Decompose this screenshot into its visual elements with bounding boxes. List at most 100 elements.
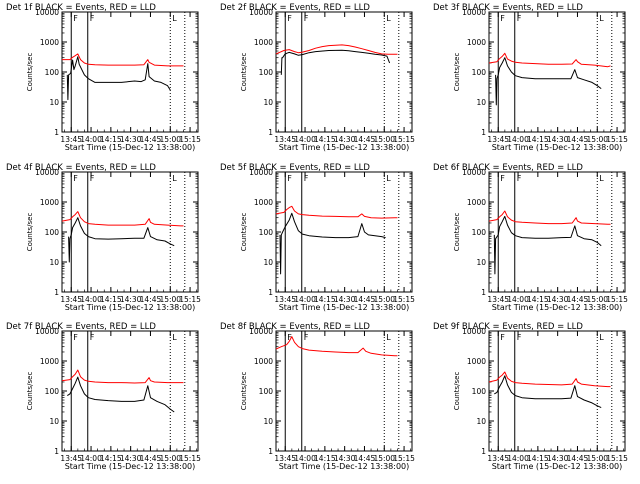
x-tick-label: 14:45 <box>354 135 376 144</box>
x-tick-label: 14:15 <box>100 454 122 463</box>
marker-label: F <box>90 333 95 342</box>
x-tick-label: 13:45 <box>60 295 82 304</box>
y-axis-label: Counts/sec <box>453 372 461 411</box>
x-tick-label: 15:00 <box>373 454 395 463</box>
x-tick-label: 14:30 <box>334 454 356 463</box>
series-line-lld <box>488 52 611 68</box>
y-tick-label: 10 <box>263 98 273 107</box>
marker-label: F <box>73 333 78 342</box>
y-tick-label: 10 <box>49 417 59 426</box>
marker-label: F <box>287 333 292 342</box>
x-tick-label: 14:15 <box>100 295 122 304</box>
y-tick-label: 1000 <box>40 198 59 207</box>
chart-title: Det 6f BLACK = Events, RED = LLD <box>433 163 583 173</box>
y-tick-label: 100 <box>45 68 60 77</box>
chart-title: Det 5f BLACK = Events, RED = LLD <box>220 163 370 173</box>
series-line-events <box>493 215 602 275</box>
marker-label: F <box>304 333 309 342</box>
chart-panel-6: Det 6f BLACK = Events, RED = LLD 1 10 100 10… <box>433 163 628 312</box>
series-line-events <box>495 57 602 106</box>
x-tick-label: 15:00 <box>159 295 181 304</box>
y-axis-label: Counts/sec <box>26 53 34 92</box>
y-axis-label: Counts/sec <box>453 53 461 92</box>
x-tick-label: 13:45 <box>487 295 509 304</box>
x-tick-label: 14:00 <box>507 135 529 144</box>
x-tick-label: 15:15 <box>179 295 201 304</box>
x-tick-label: 15:15 <box>179 135 201 144</box>
series-line-lld <box>275 205 398 219</box>
marker-label: F <box>287 174 292 183</box>
x-tick-label: 14:00 <box>80 135 102 144</box>
marker-label: L <box>386 333 391 342</box>
marker-label: L <box>599 333 604 342</box>
series-line-lld <box>61 369 184 384</box>
marker-label: F <box>304 14 309 23</box>
series-line-lld <box>61 211 184 227</box>
x-axis-label: Start Time (15-Dec-12 13:38:00) <box>279 462 410 471</box>
chart-title: Det 4f BLACK = Events, RED = LLD <box>6 163 156 173</box>
y-tick-label: 10 <box>476 258 486 267</box>
x-tick-label: 13:45 <box>60 454 82 463</box>
series-line-lld <box>488 210 611 225</box>
chart-title: Det 1f BLACK = Events, RED = LLD <box>6 3 156 13</box>
x-tick-label: 14:45 <box>354 295 376 304</box>
series-line-events <box>279 212 386 275</box>
y-tick-label: 10000 <box>35 168 59 177</box>
series-line-events <box>494 375 602 409</box>
y-tick-label: 10000 <box>249 327 273 336</box>
y-tick-label: 1 <box>54 447 59 456</box>
chart-title: Det 3f BLACK = Events, RED = LLD <box>433 3 583 13</box>
x-tick-label: 14:15 <box>527 295 549 304</box>
marker-label: F <box>500 174 505 183</box>
y-tick-label: 10 <box>49 98 59 107</box>
plot-frame <box>488 171 626 293</box>
x-tick-label: 14:30 <box>334 135 356 144</box>
y-tick-label: 10 <box>263 417 273 426</box>
y-tick-label: 1 <box>54 128 59 137</box>
chart-panel-4: Det 4f BLACK = Events, RED = LLD 1 10 100 10… <box>6 163 201 312</box>
marker-label: L <box>599 14 604 23</box>
chart-title: Det 7f BLACK = Events, RED = LLD <box>6 322 156 332</box>
y-tick-label: 10000 <box>462 327 486 336</box>
x-tick-label: 14:45 <box>567 295 589 304</box>
y-tick-label: 1 <box>481 128 486 137</box>
x-tick-label: 15:15 <box>393 295 415 304</box>
marker-label: F <box>500 14 505 23</box>
x-tick-label: 14:00 <box>294 295 316 304</box>
marker-label: L <box>599 174 604 183</box>
x-tick-label: 14:30 <box>120 295 142 304</box>
chart-panel-7: Det 7f BLACK = Events, RED = LLD 1 10 100 10… <box>6 322 201 471</box>
x-tick-label: 14:30 <box>334 295 356 304</box>
y-axis-label: Counts/sec <box>453 213 461 252</box>
chart-panel-2: Det 2f BLACK = Events, RED = LLD 1 10 100 10… <box>220 3 415 152</box>
chart-panel-5: Det 5f BLACK = Events, RED = LLD 1 10 100 10… <box>220 163 415 312</box>
x-tick-label: 13:45 <box>274 295 296 304</box>
y-tick-label: 1 <box>268 447 273 456</box>
y-tick-label: 1 <box>268 128 273 137</box>
y-tick-label: 10000 <box>249 8 273 17</box>
chart-title: Det 8f BLACK = Events, RED = LLD <box>220 322 370 332</box>
x-tick-label: 15:00 <box>373 135 395 144</box>
series-line-events <box>68 217 175 263</box>
y-axis-label: Counts/sec <box>240 53 248 92</box>
plot-frame <box>488 330 626 452</box>
chart-panel-8: Det 8f BLACK = Events, RED = LLD 1 10 100 10… <box>220 322 415 471</box>
x-tick-label: 14:15 <box>314 454 336 463</box>
y-tick-label: 10 <box>49 258 59 267</box>
y-tick-label: 100 <box>45 228 60 237</box>
x-tick-label: 14:00 <box>294 135 316 144</box>
y-tick-label: 1000 <box>467 198 486 207</box>
marker-label: F <box>90 174 95 183</box>
y-tick-label: 1 <box>54 288 59 297</box>
x-tick-label: 14:15 <box>314 135 336 144</box>
series-line-events <box>66 56 171 101</box>
marker-label: L <box>386 174 391 183</box>
x-tick-label: 13:45 <box>60 135 82 144</box>
y-tick-label: 1000 <box>467 38 486 47</box>
y-tick-label: 10000 <box>35 327 59 336</box>
marker-label: F <box>304 174 309 183</box>
y-tick-label: 1000 <box>254 38 273 47</box>
y-tick-label: 10 <box>476 417 486 426</box>
y-tick-label: 1000 <box>254 357 273 366</box>
